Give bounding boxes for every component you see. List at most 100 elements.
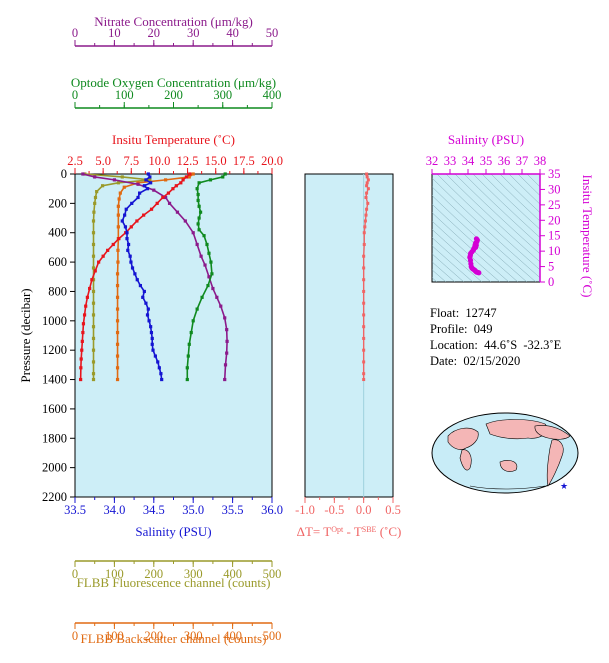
- nitrate-data-point: [223, 363, 228, 367]
- fluorescence-tick-label: 100: [105, 567, 124, 581]
- salinity-data-point: [150, 336, 154, 341]
- fluorescence-data-point: [91, 219, 96, 223]
- temperature-data-point: [80, 339, 84, 343]
- temperature-data-point: [117, 237, 121, 241]
- salinity-data-point: [149, 330, 154, 335]
- temperature-data-point: [179, 181, 183, 185]
- dt-data-point: [362, 278, 366, 282]
- temperature-data-point: [79, 366, 83, 370]
- nitrate-data-point: [152, 188, 156, 192]
- ts-density-contour: [508, 174, 540, 205]
- salinity-data-point: [146, 172, 150, 176]
- fluorescence-data-point: [91, 325, 96, 329]
- dt-data-point: [362, 325, 366, 329]
- salinity-tick-label: 34.5: [143, 503, 165, 517]
- salinity-data-point: [149, 325, 153, 329]
- backscatter-data-point: [117, 197, 121, 201]
- profile-date: Date: 02/15/2020: [430, 354, 521, 368]
- map-landmass: [499, 460, 518, 472]
- oxygen-data-point: [196, 222, 200, 226]
- nitrate-axis-title: Nitrate Concentration (μm/kg): [94, 14, 253, 29]
- ts-plot-area: [431, 173, 541, 283]
- pressure-tick-label: 1200: [42, 343, 67, 357]
- temperature-data-point: [129, 225, 133, 229]
- ts-y-tick-label: 35: [548, 167, 561, 181]
- salinity-data-point: [120, 219, 124, 223]
- dt-data-point: [362, 254, 366, 258]
- ts-data-point: [473, 236, 480, 242]
- fluorescence-data-point: [91, 348, 96, 352]
- oxygen-tick-label: 200: [164, 88, 183, 102]
- salinity-data-point: [144, 301, 148, 305]
- ts-x-tick-label: 32: [426, 154, 439, 168]
- pressure-tick-label: 1400: [42, 373, 67, 387]
- backscatter-axis-title: FLBB Backscatter channel (counts): [81, 631, 267, 646]
- fluorescence-axis-title: FLBB Fluorescence channel (counts): [77, 575, 271, 590]
- temperature-data-point: [81, 322, 86, 326]
- fluorescence-data-point: [91, 231, 96, 235]
- oxygen-tick-label: 400: [263, 88, 282, 102]
- float-location-marker: ★: [560, 481, 568, 491]
- temperature-data-point: [106, 248, 110, 252]
- dt-label-part: (˚C): [376, 524, 401, 539]
- dt-tick-label: -0.5: [324, 503, 344, 517]
- map-landmass: [546, 439, 564, 487]
- dt-label-part: ΔT= T: [297, 524, 332, 539]
- ts-density-contour: [472, 174, 540, 238]
- ts-y-axis-label: Insitu Temperature (˚C): [580, 174, 595, 297]
- backscatter-data-point: [116, 213, 120, 217]
- profile-number: Profile: 049: [430, 322, 493, 336]
- nitrate-tick-label: 30: [187, 26, 200, 40]
- salinity-data-point: [129, 260, 133, 264]
- fluorescence-data-point: [91, 242, 96, 247]
- nitrate-data-point: [93, 175, 97, 179]
- backscatter-data-point: [115, 272, 120, 276]
- backscatter-data-point: [115, 283, 120, 288]
- backscatter-data-point: [164, 178, 168, 182]
- pressure-tick-label: 1000: [42, 314, 67, 328]
- temperature-tick-label: 15.0: [205, 154, 227, 168]
- ts-density-contour: [517, 174, 540, 196]
- salinity-data-point: [123, 213, 127, 217]
- temperature-axis-title: Insitu Temperature (˚C): [112, 132, 235, 147]
- temperature-tick-label: 20.0: [261, 154, 283, 168]
- oxygen-data-point: [185, 366, 189, 370]
- fluorescence-data-point: [91, 336, 96, 341]
- backscatter-data-point: [115, 354, 120, 358]
- dt-data-point: [366, 178, 370, 182]
- backscatter-data-point: [115, 295, 120, 299]
- nitrate-data-point: [219, 304, 223, 308]
- dt-data-point: [366, 201, 370, 205]
- dt-data-point: [362, 242, 366, 246]
- oxygen-axis-title: Optode Oxygen Concentration (μm/kg): [71, 75, 276, 90]
- oxygen-data-point: [206, 283, 210, 288]
- temperature-data-point: [184, 175, 189, 179]
- oxygen-data-point: [186, 354, 190, 358]
- backscatter-data-point: [116, 225, 120, 229]
- map-landmass: [459, 449, 472, 471]
- salinity-data-point: [135, 278, 139, 282]
- salinity-tick-label: 33.5: [64, 503, 86, 517]
- dt-tick-label: -1.0: [295, 503, 315, 517]
- fluorescence-data-point: [100, 184, 105, 188]
- nitrate-data-point: [191, 231, 195, 235]
- pressure-tick-label: 400: [48, 226, 67, 240]
- ts-density-contour: [481, 174, 540, 230]
- nitrate-tick-label: 20: [148, 26, 161, 40]
- pressure-tick-label: 2000: [42, 461, 67, 475]
- oxygen-data-point: [209, 260, 213, 264]
- fluorescence-data-point: [91, 278, 96, 282]
- temperature-data-point: [111, 242, 115, 247]
- oxygen-data-point: [187, 342, 191, 346]
- salinity-data-point: [151, 348, 155, 352]
- oxygen-data-point: [197, 181, 201, 185]
- fluorescence-data-point: [148, 178, 152, 182]
- dt-data-point: [365, 184, 369, 188]
- oxygen-data-point: [197, 228, 201, 232]
- nitrate-data-point: [81, 172, 85, 176]
- salinity-data-point: [142, 184, 146, 188]
- oxygen-tick-label: 0: [72, 88, 78, 102]
- ts-x-tick-label: 34: [462, 154, 475, 168]
- temperature-data-point: [82, 313, 87, 317]
